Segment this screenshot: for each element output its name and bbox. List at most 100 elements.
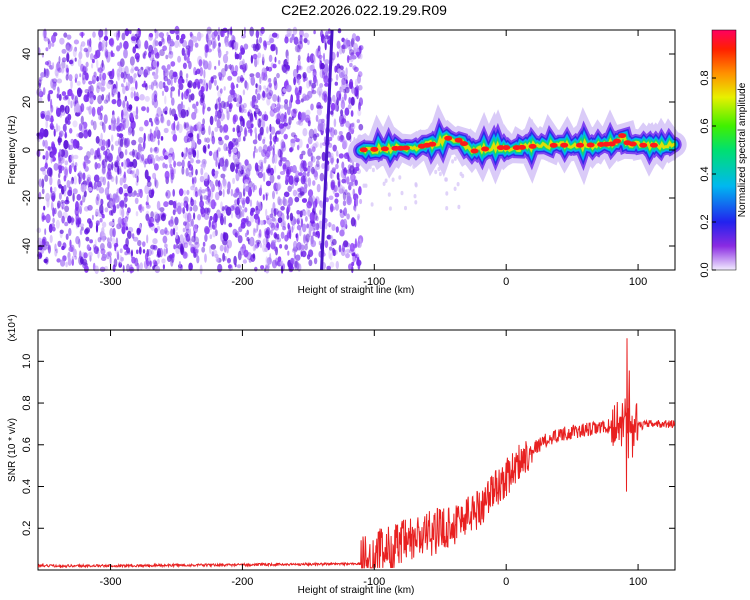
noise-speckle bbox=[38, 79, 42, 86]
noise-speckle bbox=[269, 37, 275, 44]
noise-speckle bbox=[80, 200, 83, 206]
noise-speckle bbox=[193, 230, 196, 238]
noise-speckle bbox=[189, 31, 193, 37]
noise-speckle bbox=[40, 167, 46, 172]
noise-speckle bbox=[263, 136, 266, 142]
noise-speckle bbox=[72, 120, 78, 128]
noise-speckle bbox=[358, 186, 362, 196]
signal-band-layer bbox=[359, 134, 676, 155]
noise-speckle bbox=[107, 163, 112, 172]
noise-speckle bbox=[237, 169, 243, 174]
noise-speckle bbox=[354, 179, 358, 186]
noise-speckle bbox=[236, 197, 240, 206]
noise-speckle bbox=[282, 196, 286, 207]
noise-speckle bbox=[266, 257, 272, 265]
noise-speckle bbox=[70, 180, 74, 185]
noise-speckle bbox=[38, 97, 43, 103]
noise-speckle bbox=[305, 216, 308, 222]
noise-speckle bbox=[123, 171, 126, 179]
noise-speckle bbox=[312, 227, 316, 237]
noise-speckle bbox=[177, 88, 181, 97]
noise-speckle bbox=[280, 231, 285, 239]
noise-speckle bbox=[98, 152, 102, 162]
signal-peak bbox=[428, 141, 437, 147]
noise-speckle bbox=[135, 168, 140, 177]
signal-peak bbox=[380, 146, 389, 152]
noise-speckle bbox=[89, 239, 93, 244]
noise-speckle bbox=[257, 118, 262, 128]
snr-x-label: Height of straight line (km) bbox=[298, 585, 415, 596]
noise-speckle bbox=[87, 186, 93, 192]
noise-speckle bbox=[192, 36, 198, 43]
noise-speckle bbox=[101, 40, 106, 49]
noise-speckle bbox=[44, 139, 48, 149]
noise-speckle bbox=[208, 219, 211, 228]
noise-speckle bbox=[82, 172, 86, 181]
noise-speckle bbox=[65, 233, 69, 240]
noise-speckle bbox=[295, 138, 300, 143]
noise-speckle bbox=[120, 67, 127, 73]
noise-speckle bbox=[350, 96, 355, 106]
noise-speckle bbox=[242, 259, 247, 264]
noise-speckle bbox=[239, 45, 244, 53]
noise-speckle bbox=[41, 188, 45, 195]
noise-speckle bbox=[156, 200, 161, 211]
noise-speckle bbox=[122, 85, 126, 95]
noise-speckle bbox=[145, 66, 150, 73]
noise-speckle bbox=[182, 104, 185, 110]
noise-speckle bbox=[286, 106, 291, 116]
noise-speckle bbox=[312, 63, 315, 70]
noise-speckle bbox=[250, 123, 254, 129]
noise-speckle bbox=[171, 97, 175, 106]
noise-speckle bbox=[182, 62, 187, 69]
noise-speckle bbox=[91, 63, 94, 69]
noise-speckle bbox=[163, 155, 169, 160]
noise-speckle bbox=[173, 168, 176, 175]
noise-speckle bbox=[302, 128, 308, 137]
noise-speckle bbox=[186, 138, 191, 143]
noise-speckle bbox=[259, 76, 262, 84]
noise-speckle bbox=[257, 118, 262, 123]
noise-speckle bbox=[153, 147, 158, 153]
noise-speckle bbox=[88, 105, 92, 115]
noise-speckle bbox=[142, 52, 146, 59]
noise-speckle bbox=[117, 165, 120, 175]
signal-peak bbox=[549, 142, 558, 148]
noise-speckle bbox=[103, 99, 108, 104]
noise-speckle bbox=[126, 102, 129, 109]
noise-speckle bbox=[54, 243, 57, 252]
noise-speckle bbox=[112, 124, 116, 132]
noise-speckle bbox=[143, 69, 148, 78]
noise-speckle bbox=[329, 203, 334, 213]
noise-speckle bbox=[208, 125, 211, 136]
noise-speckle bbox=[190, 158, 194, 164]
noise-speckle bbox=[252, 139, 258, 145]
noise-speckle bbox=[116, 32, 120, 41]
noise-speckle bbox=[244, 159, 249, 166]
noise-speckle bbox=[114, 161, 118, 168]
noise-speckle bbox=[137, 240, 142, 247]
noise-speckle bbox=[359, 198, 363, 205]
noise-speckle bbox=[307, 165, 311, 174]
noise-speckle bbox=[277, 217, 283, 224]
noise-speckle bbox=[339, 229, 345, 237]
noise-speckle bbox=[67, 257, 71, 262]
noise-speckle bbox=[86, 179, 90, 186]
noise-speckle bbox=[261, 68, 267, 73]
noise-speckle bbox=[328, 136, 333, 142]
noise-speckle bbox=[173, 129, 176, 135]
noise-speckle bbox=[180, 108, 186, 119]
noise-speckle bbox=[356, 119, 360, 124]
noise-speckle bbox=[457, 204, 461, 210]
noise-speckle bbox=[111, 237, 116, 245]
noise-speckle bbox=[79, 170, 82, 178]
snr-y-ticks: 0.20.40.60.81.0 bbox=[21, 354, 675, 536]
noise-speckle bbox=[459, 171, 463, 177]
noise-speckle bbox=[237, 235, 243, 244]
noise-speckle bbox=[61, 215, 65, 224]
noise-speckle bbox=[38, 82, 41, 89]
noise-speckle bbox=[299, 162, 304, 173]
noise-speckle bbox=[355, 162, 360, 168]
noise-speckle bbox=[97, 197, 102, 207]
noise-speckle bbox=[179, 70, 183, 79]
